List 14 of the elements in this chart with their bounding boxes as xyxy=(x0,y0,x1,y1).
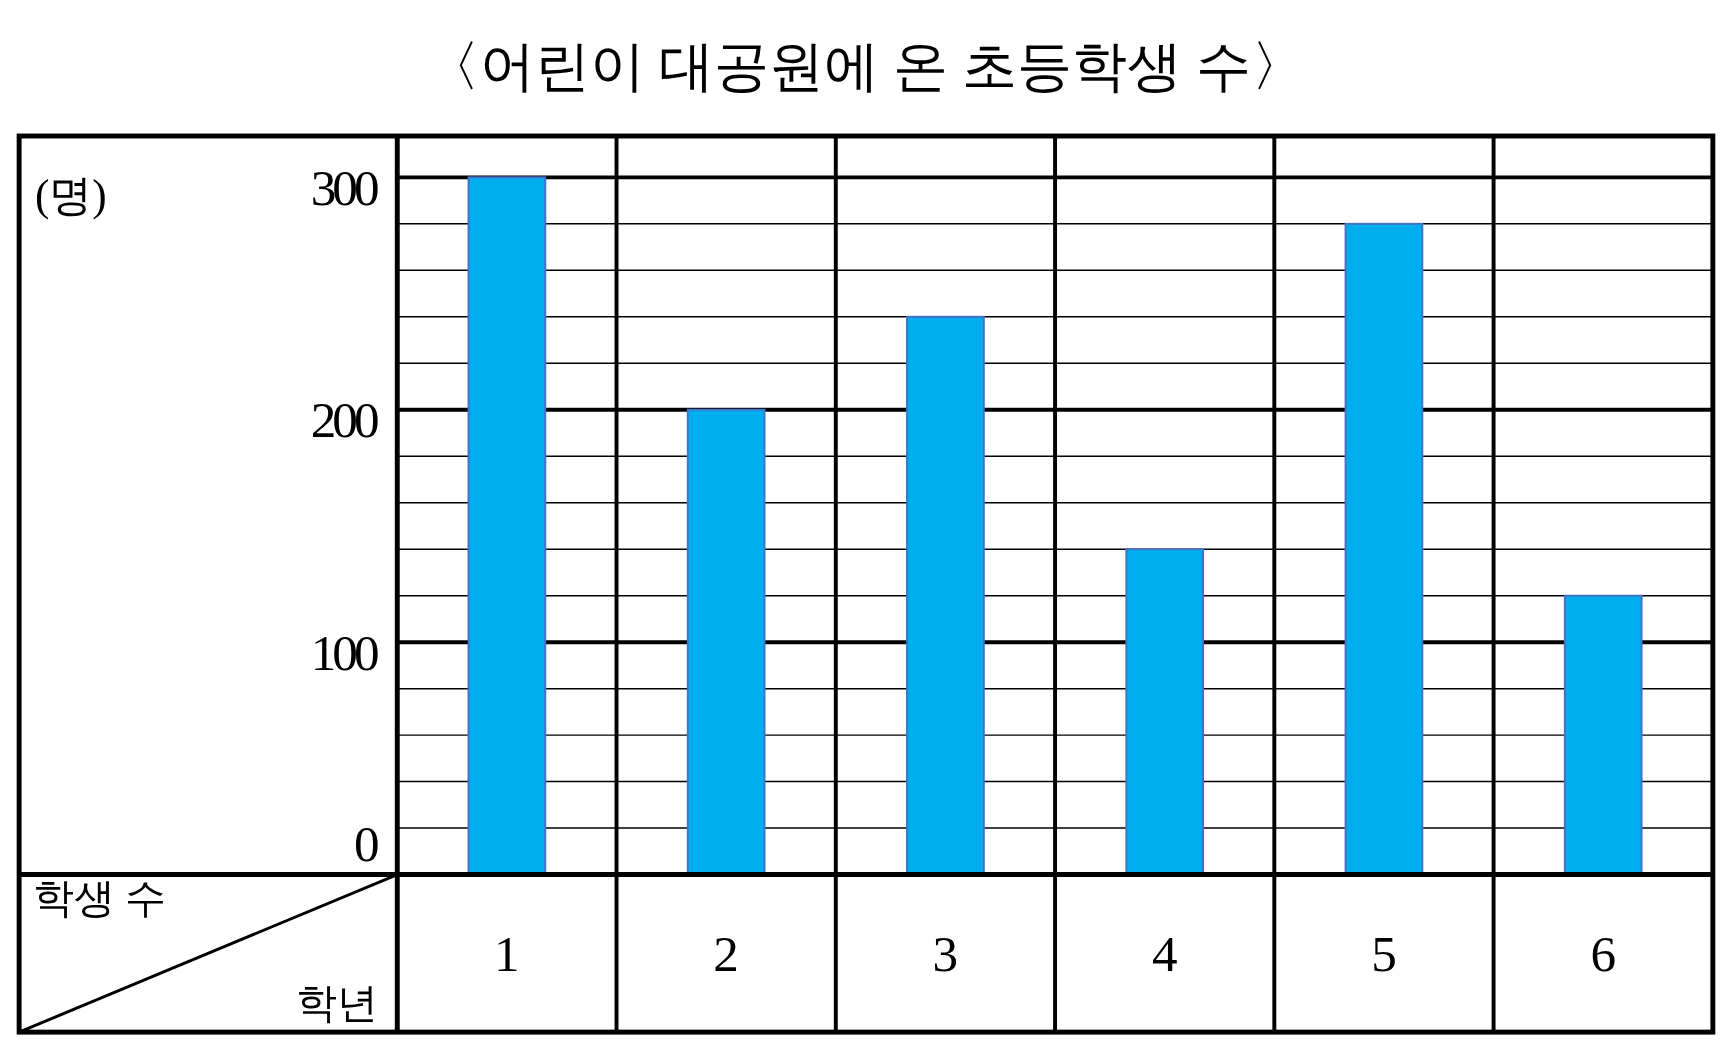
y-axis-title: 학생 수 xyxy=(32,874,167,921)
x-tick-label: 4 xyxy=(1151,925,1178,983)
x-tick-label: 6 xyxy=(1590,925,1617,983)
x-tick-label: 2 xyxy=(713,925,739,983)
y-tick-label: 200 xyxy=(310,391,378,449)
x-axis-title: 학년 xyxy=(295,980,378,1027)
y-tick-label: 0 xyxy=(353,814,378,872)
y-tick-label: 300 xyxy=(310,158,378,216)
x-tick-label: 3 xyxy=(932,925,959,983)
chart-title: 〈어린이 대공원에 온 초등학생 수〉 xyxy=(425,35,1306,97)
y-tick-label: 100 xyxy=(310,623,378,681)
text: (명) xyxy=(34,170,107,220)
x-tick-label: 5 xyxy=(1371,925,1397,983)
x-tick-label: 1 xyxy=(494,925,520,983)
